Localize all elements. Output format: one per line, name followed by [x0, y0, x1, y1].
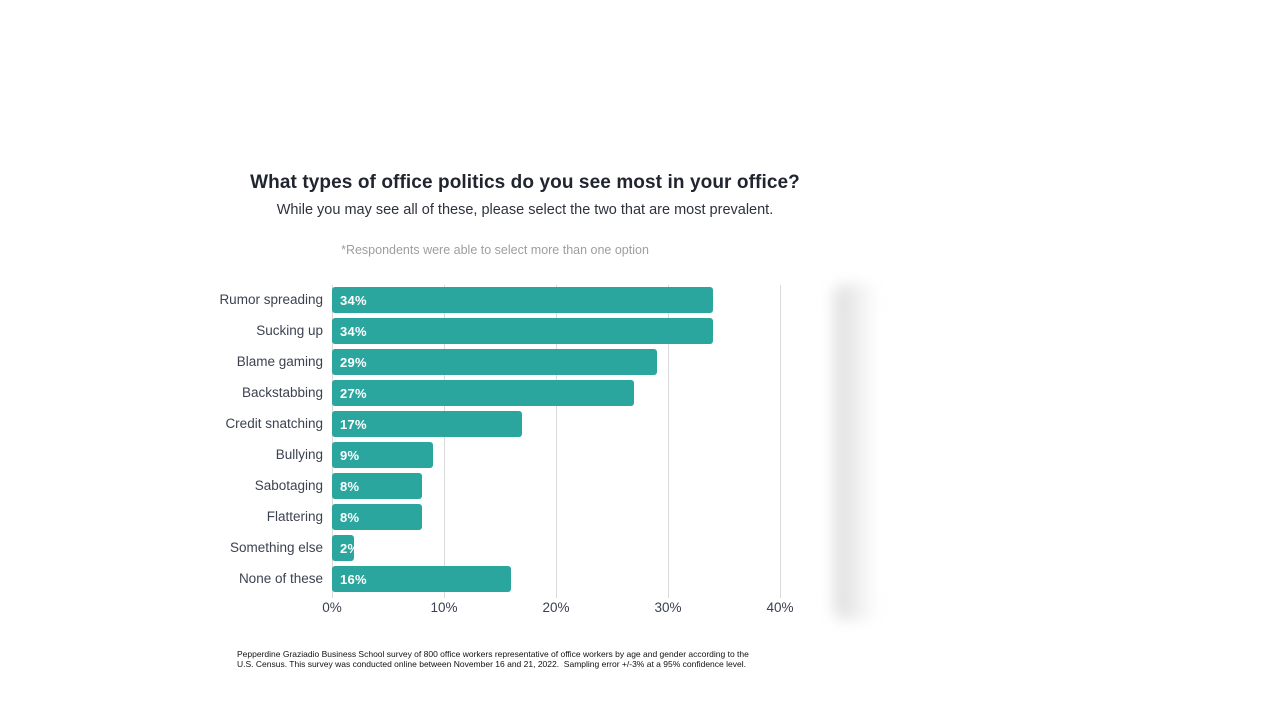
bar-value-label: 8%: [340, 478, 360, 494]
bar-value-label: 9%: [340, 447, 360, 463]
category-label: Credit snatching: [225, 416, 323, 431]
bar-value-label: 16%: [340, 571, 367, 587]
bar-row: Backstabbing 27%: [0, 380, 713, 411]
bar-value-label: 17%: [340, 416, 367, 432]
bar-row: Sucking up 34%: [0, 318, 713, 349]
category-label: None of these: [238, 571, 323, 586]
bar-value-label: 34%: [340, 292, 367, 308]
x-tick-label: 0%: [322, 600, 342, 615]
bar: 9%: [332, 442, 433, 468]
bar-value-label: 27%: [340, 385, 367, 401]
bar-row: Credit snatching 17%: [0, 411, 713, 442]
category-label: Backstabbing: [241, 385, 323, 400]
bar-row: Bullying 9%: [0, 442, 713, 473]
right-edge-shadow: [834, 284, 878, 620]
x-axis-tick-labels: 0% 10% 20% 30% 40%: [322, 600, 794, 618]
bar: 8%: [332, 504, 422, 530]
gridline: [668, 285, 669, 598]
bar-value-label: 34%: [340, 323, 367, 339]
category-label: Sabotaging: [254, 478, 323, 493]
x-tick-label: 30%: [654, 600, 682, 615]
category-label: Rumor spreading: [219, 292, 323, 307]
source-footer-line-1: Pepperdine Graziadio Business School sur…: [237, 649, 749, 659]
bar-rows: Rumor spreading 34% Sucking up 34% Blame gam…: [0, 287, 713, 597]
x-tick-label: 20%: [542, 600, 570, 615]
bar-value-label: 2%: [340, 540, 360, 556]
bar-row: Flattering 8%: [0, 504, 713, 535]
gridline: [780, 285, 781, 598]
bar: 16%: [332, 566, 512, 592]
x-tick-label: 10%: [430, 600, 458, 615]
bar-row: Rumor spreading 34%: [0, 287, 713, 318]
bar: 34%: [332, 287, 713, 313]
gridlines: [332, 285, 792, 598]
bar: 2%: [332, 535, 359, 561]
bar-value-label: 8%: [340, 509, 360, 525]
source-footer: Pepperdine Graziadio Business School sur…: [237, 649, 749, 669]
gridline: [444, 285, 445, 598]
bar: 29%: [332, 349, 657, 375]
chart-annotation: *Respondents were able to select more th…: [341, 243, 649, 257]
chart-title: What types of office politics do you see…: [250, 172, 800, 193]
bar: 8%: [332, 473, 422, 499]
bar: 34%: [332, 318, 713, 344]
bar-value-label: 29%: [340, 354, 367, 370]
category-label: Something else: [229, 540, 323, 555]
bar: 27%: [332, 380, 635, 406]
bar-row: Sabotaging 8%: [0, 473, 713, 504]
chart-subtitle: While you may see all of these, please s…: [276, 202, 774, 218]
category-label: Sucking up: [256, 323, 323, 338]
category-label: Blame gaming: [236, 354, 323, 369]
gridline: [556, 285, 557, 598]
source-footer-line-2: U.S. Census. This survey was conducted o…: [237, 659, 746, 669]
bar-row: Blame gaming 29%: [0, 349, 713, 380]
bar: 17%: [332, 411, 523, 437]
category-label: Flattering: [266, 509, 323, 524]
x-tick-label: 40%: [766, 600, 794, 615]
bar-row: None of these 16%: [0, 566, 713, 597]
bar-row: Something else 2%: [0, 535, 713, 566]
gridline: [332, 285, 333, 598]
category-label: Bullying: [275, 447, 323, 462]
